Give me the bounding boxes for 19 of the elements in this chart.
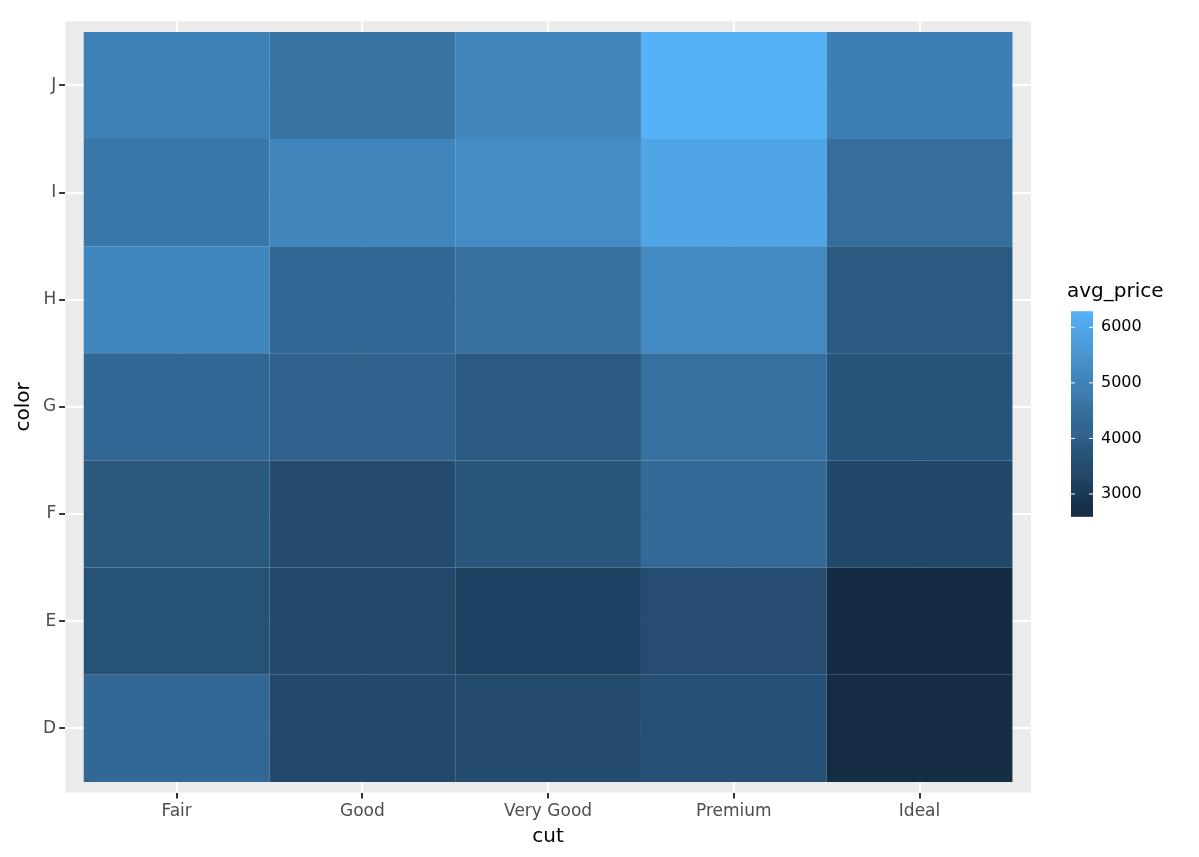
x-tick-label: Fair: [161, 800, 192, 821]
y-tick-label: J: [50, 73, 57, 94]
x-tick-label: Premium: [695, 800, 772, 821]
x-tick-label: Good: [339, 800, 385, 821]
x-axis-title: cut: [532, 823, 564, 848]
y-tick-label: D: [43, 716, 57, 737]
color-bar-label: 6000: [1101, 316, 1142, 336]
y-tick-label: F: [46, 502, 57, 523]
y-axis-title: color: [10, 381, 35, 432]
color-bar-label: 3000: [1101, 483, 1142, 503]
x-tick-label: Ideal: [898, 800, 941, 821]
color-bar-label: 5000: [1101, 372, 1142, 392]
y-tick-label: I: [51, 181, 57, 202]
y-tick-label: E: [45, 609, 57, 630]
x-tick-label: Very Good: [504, 800, 593, 821]
y-tick-label: H: [43, 288, 57, 309]
color-bar-title: avg_price: [1067, 278, 1164, 303]
y-tick-label: G: [42, 395, 57, 416]
color-bar-label: 4000: [1101, 427, 1142, 447]
